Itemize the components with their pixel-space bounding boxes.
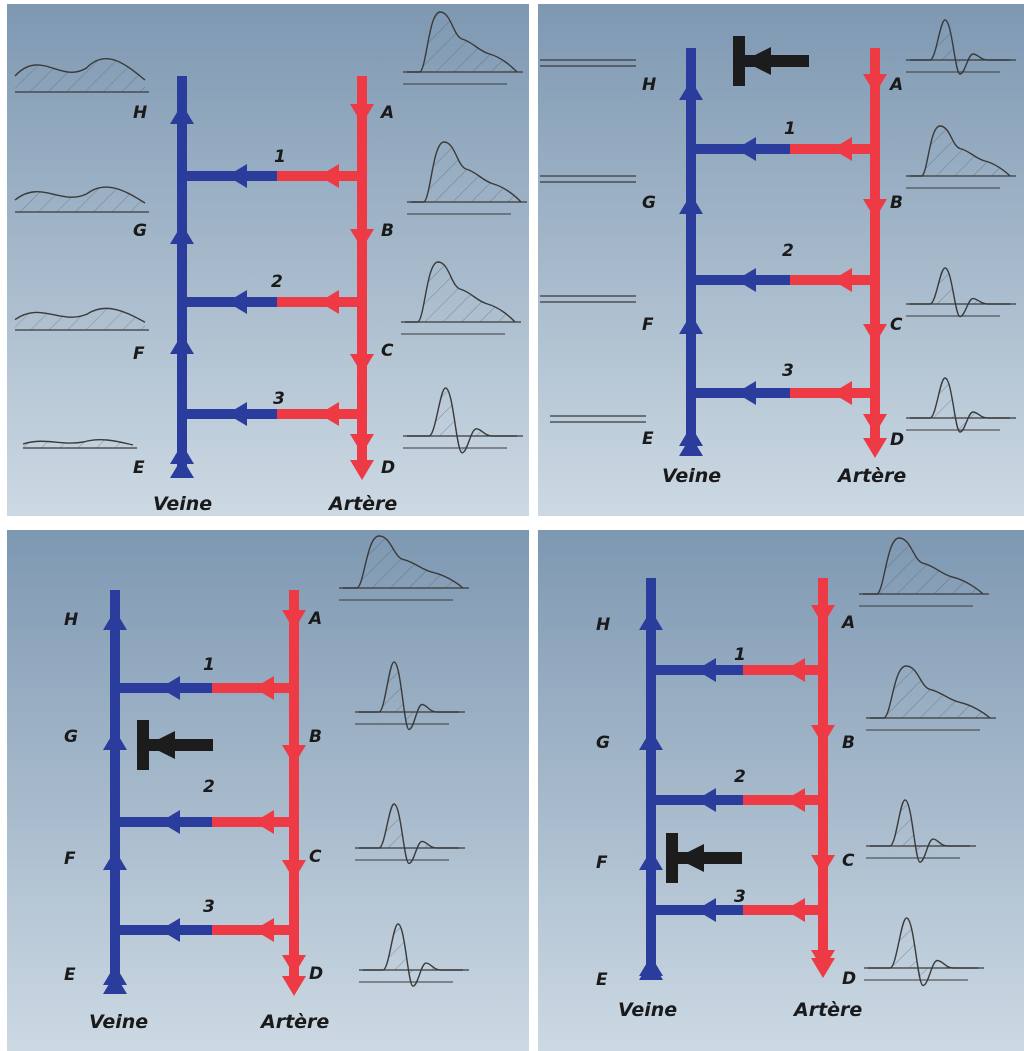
- artery-point-b: B: [381, 221, 394, 241]
- vein-point-g: G: [133, 221, 147, 241]
- artery-point-c: C: [842, 851, 855, 871]
- artery-point-b: B: [309, 727, 322, 747]
- branch-label-2: 2: [782, 241, 794, 261]
- panel-clamp-1-2: H G F E A B C D 1 2 3 Veine Artère: [7, 530, 529, 1051]
- vein-point-h: H: [596, 615, 610, 635]
- branch-label-3: 3: [273, 389, 285, 409]
- vein-point-g: G: [64, 727, 78, 747]
- artery-point-a: A: [888, 75, 903, 95]
- artery-label: Artère: [327, 493, 397, 515]
- artery-point-c: C: [309, 847, 322, 867]
- branch-label-1: 1: [734, 645, 746, 665]
- artery-point-a: A: [307, 609, 322, 629]
- branch-label-3: 3: [734, 887, 746, 907]
- artery-label: Artère: [792, 999, 862, 1021]
- vein-label: Veine: [618, 999, 677, 1021]
- vein-point-g: G: [642, 193, 656, 213]
- artery-point-c: C: [890, 315, 903, 335]
- artery-point-a: A: [379, 103, 394, 123]
- branch-label-1: 1: [274, 147, 286, 167]
- vein-label: Veine: [89, 1011, 148, 1033]
- vein-point-h: H: [64, 610, 78, 630]
- vein-point-g: G: [596, 733, 610, 753]
- artery-point-d: D: [309, 964, 323, 984]
- vein-point-h: H: [133, 103, 147, 123]
- branch-label-3: 3: [203, 897, 215, 917]
- panel-normal: H G F E A B C D 1 2 3 Veine Artère: [7, 4, 529, 516]
- branch-label-2: 2: [203, 777, 215, 797]
- artery-point-b: B: [890, 193, 903, 213]
- panel-clamp-2-3: H G F E A B C D 1 2 3 Veine Artère: [538, 530, 1024, 1051]
- vein-label: Veine: [662, 465, 721, 487]
- branch-label-2: 2: [271, 272, 283, 292]
- artery-point-c: C: [381, 341, 394, 361]
- artery-label: Artère: [836, 465, 906, 487]
- artery-point-d: D: [381, 458, 395, 478]
- vein-point-e: E: [596, 970, 608, 990]
- artery-label: Artère: [259, 1011, 329, 1033]
- branch-label-1: 1: [784, 119, 796, 139]
- vein-point-e: E: [133, 458, 145, 478]
- panel-clamp-proximal: H G F E A B C D 1 2 3 Veine Artère: [538, 4, 1024, 516]
- vein-label: Veine: [153, 493, 212, 515]
- vein-point-f: F: [64, 849, 76, 869]
- branch-label-2: 2: [734, 767, 746, 787]
- vein-point-f: F: [133, 344, 145, 364]
- vein-point-e: E: [642, 429, 654, 449]
- artery-point-d: D: [890, 430, 904, 450]
- vein-point-h: H: [642, 75, 656, 95]
- vein-point-e: E: [64, 965, 76, 985]
- vein-point-f: F: [642, 315, 654, 335]
- artery-point-a: A: [840, 613, 855, 633]
- artery-point-b: B: [842, 733, 855, 753]
- vein-point-f: F: [596, 853, 608, 873]
- branch-label-3: 3: [782, 361, 794, 381]
- branch-label-1: 1: [203, 655, 215, 675]
- artery-point-d: D: [842, 969, 856, 989]
